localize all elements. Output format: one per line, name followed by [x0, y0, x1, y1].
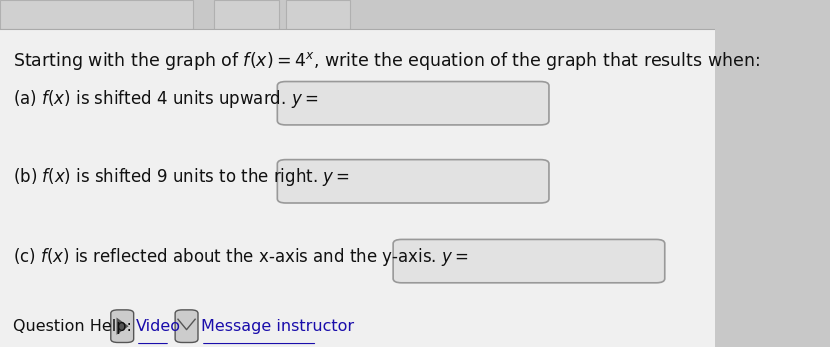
- FancyBboxPatch shape: [286, 0, 350, 29]
- FancyBboxPatch shape: [393, 239, 665, 283]
- Text: Video: Video: [136, 319, 181, 334]
- Text: (a) $f(x)$ is shifted 4 units upward. $y =$: (a) $f(x)$ is shifted 4 units upward. $y…: [13, 88, 318, 110]
- Text: (c) $f(x)$ is reflected about the x-axis and the y-axis. $y =$: (c) $f(x)$ is reflected about the x-axis…: [13, 246, 469, 268]
- FancyBboxPatch shape: [0, 0, 193, 29]
- Polygon shape: [116, 318, 129, 335]
- FancyBboxPatch shape: [110, 310, 134, 342]
- Text: (b) $f(x)$ is shifted 9 units to the right. $y =$: (b) $f(x)$ is shifted 9 units to the rig…: [13, 166, 349, 188]
- FancyBboxPatch shape: [277, 160, 549, 203]
- Text: Question Help:: Question Help:: [13, 319, 137, 334]
- Text: Message instructor: Message instructor: [201, 319, 354, 334]
- FancyBboxPatch shape: [277, 82, 549, 125]
- Text: Starting with the graph of $f(x) = 4^x$, write the equation of the graph that re: Starting with the graph of $f(x) = 4^x$,…: [13, 50, 759, 72]
- FancyBboxPatch shape: [214, 0, 279, 29]
- FancyBboxPatch shape: [175, 310, 198, 342]
- FancyBboxPatch shape: [0, 29, 715, 347]
